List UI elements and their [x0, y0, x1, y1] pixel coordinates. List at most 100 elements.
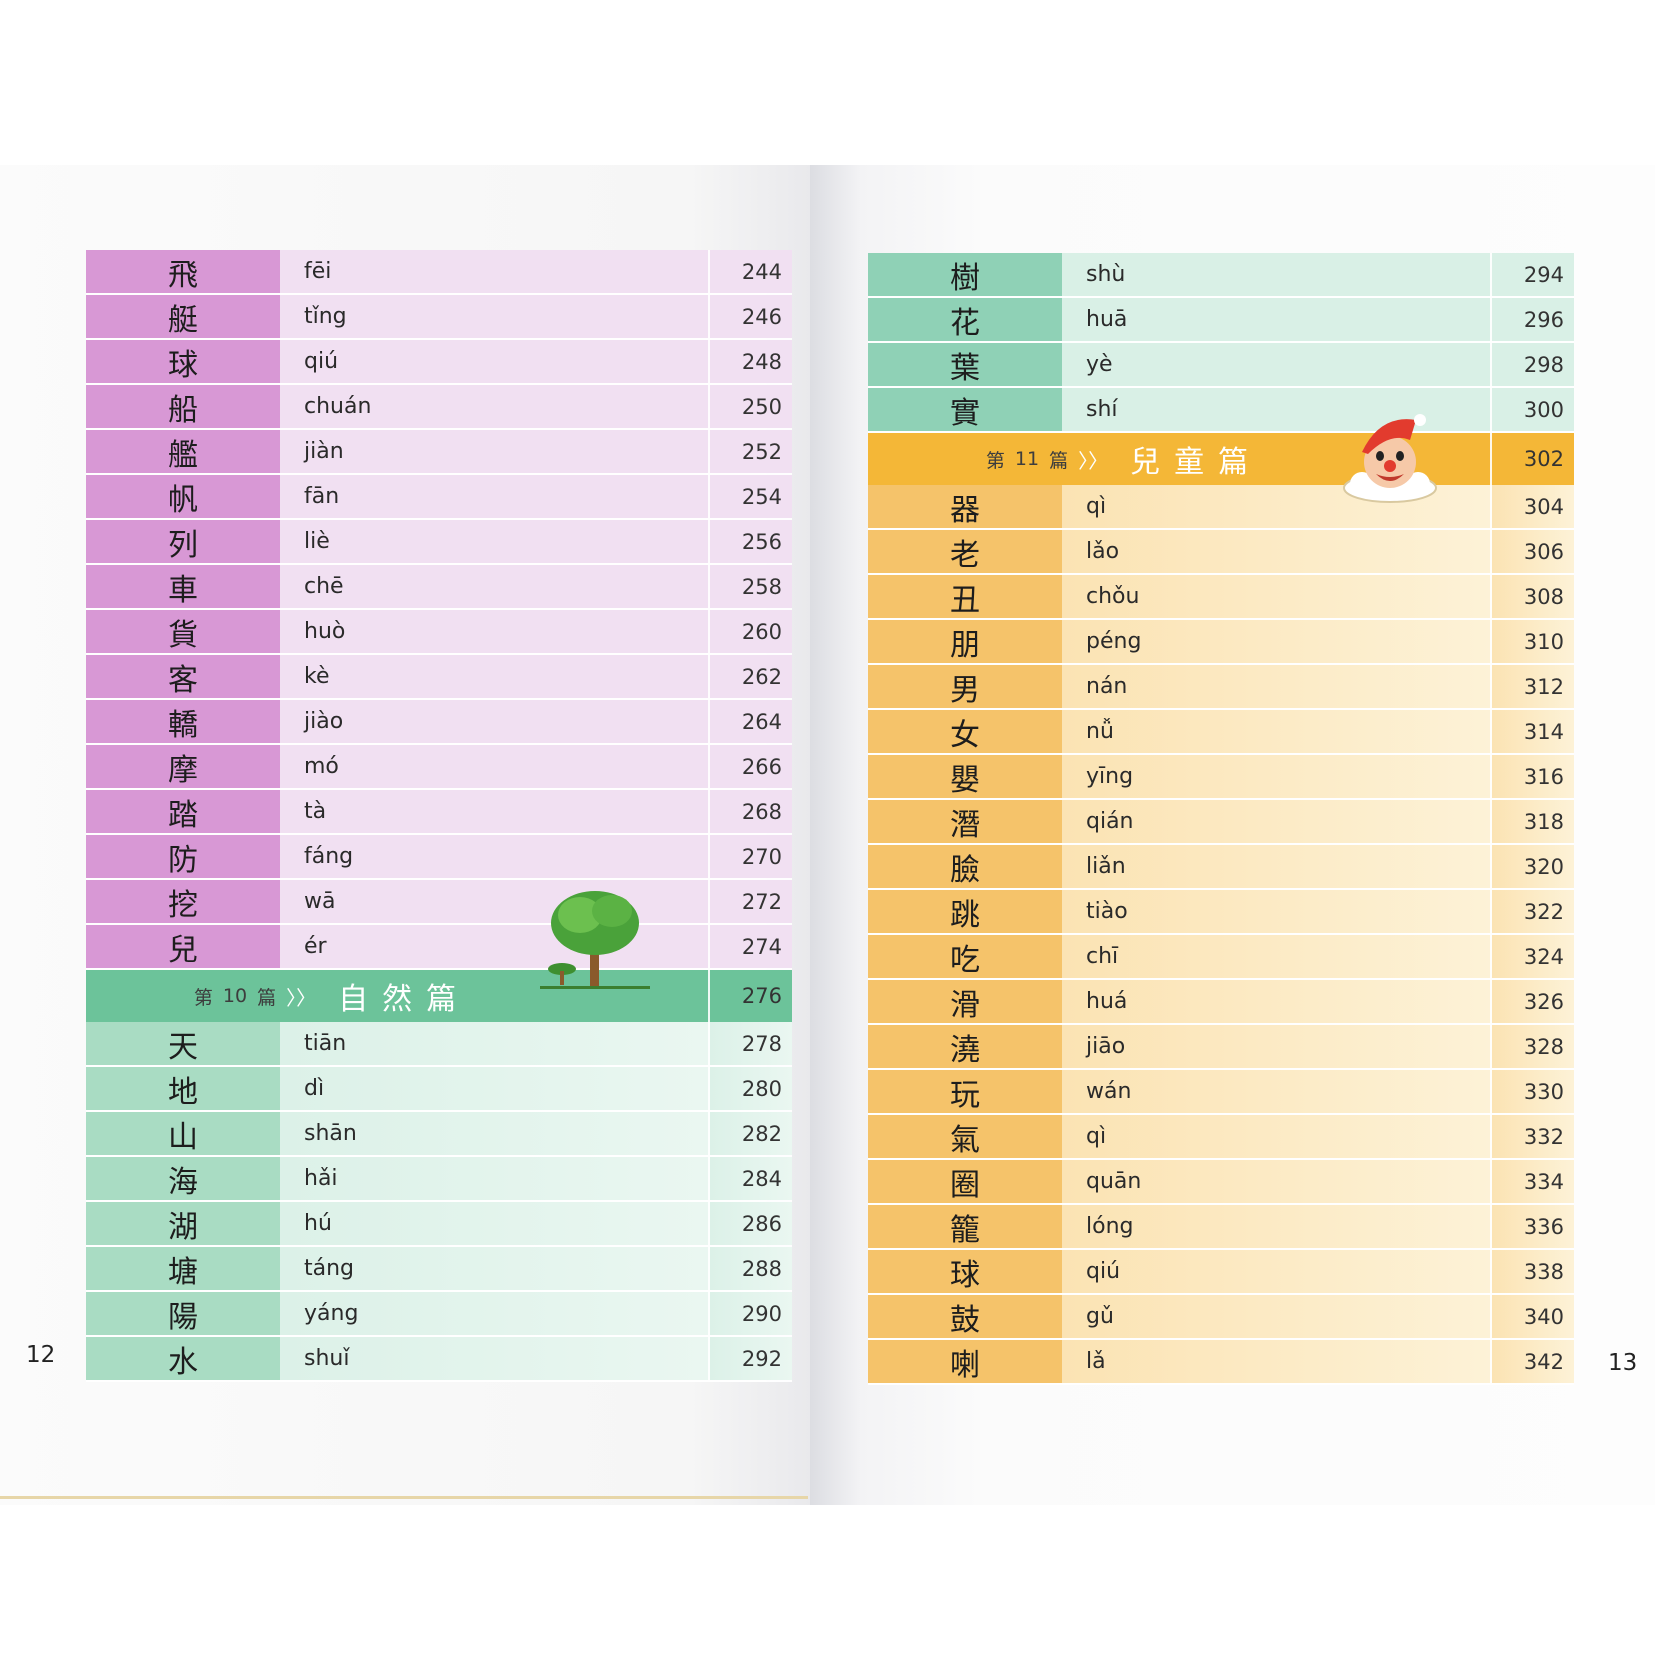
- entry-pinyin: liè: [280, 520, 708, 563]
- toc-row[interactable]: 艦 jiàn 252: [86, 430, 792, 475]
- toc-row[interactable]: 陽 yáng 290: [86, 1292, 792, 1337]
- row-divider: [86, 743, 792, 745]
- toc-row[interactable]: 兒 ér 274: [86, 925, 792, 970]
- toc-row[interactable]: 吃 chī 324: [868, 935, 1574, 980]
- row-divider: [86, 608, 792, 610]
- row-divider: [86, 1200, 792, 1202]
- entry-pinyin: lǎo: [1062, 530, 1490, 573]
- entry-page-number: 314: [1490, 710, 1574, 753]
- toc-row[interactable]: 臉 liǎn 320: [868, 845, 1574, 890]
- entry-pinyin: lóng: [1062, 1205, 1490, 1248]
- toc-row[interactable]: 艇 tǐng 246: [86, 295, 792, 340]
- toc-row[interactable]: 丑 chǒu 308: [868, 575, 1574, 620]
- entry-page-number: 332: [1490, 1115, 1574, 1158]
- toc-row[interactable]: 貨 huò 260: [86, 610, 792, 655]
- entry-page-number: 246: [708, 295, 792, 338]
- left-toc-table: 飛 fēi 244 艇 tǐng 246 球 qiú 248 船 chuán 250 艦 jiàn 252 帆…: [86, 250, 792, 1382]
- toc-row[interactable]: 跳 tiào 322: [868, 890, 1574, 935]
- toc-row[interactable]: 摩 mó 266: [86, 745, 792, 790]
- entry-page-number: 248: [708, 340, 792, 383]
- entry-character: 海: [86, 1157, 280, 1200]
- toc-row[interactable]: 嬰 yīng 316: [868, 755, 1574, 800]
- row-divider: [86, 653, 792, 655]
- toc-row[interactable]: 花 huā 296: [868, 298, 1574, 343]
- row-divider: [868, 753, 1574, 755]
- toc-row[interactable]: 滑 huá 326: [868, 980, 1574, 1025]
- toc-row[interactable]: 器 qì 304: [868, 485, 1574, 530]
- entry-page-number: 280: [708, 1067, 792, 1110]
- toc-row[interactable]: 海 hǎi 284: [86, 1157, 792, 1202]
- entry-character: 塘: [86, 1247, 280, 1290]
- row-divider: [868, 1023, 1574, 1025]
- toc-row[interactable]: 轎 jiào 264: [86, 700, 792, 745]
- entry-character: 艦: [86, 430, 280, 473]
- toc-row[interactable]: 球 qiú 338: [868, 1250, 1574, 1295]
- row-divider: [86, 1155, 792, 1157]
- entry-character: 球: [86, 340, 280, 383]
- toc-row[interactable]: 圈 quān 334: [868, 1160, 1574, 1205]
- toc-row[interactable]: 地 dì 280: [86, 1067, 792, 1112]
- toc-row[interactable]: 玩 wán 330: [868, 1070, 1574, 1115]
- section-bar-children[interactable]: 第 11 篇 〉〉 兒童篇 302: [868, 433, 1574, 485]
- entry-page-number: 336: [1490, 1205, 1574, 1248]
- toc-row[interactable]: 樹 shù 294: [868, 253, 1574, 298]
- row-divider: [86, 473, 792, 475]
- entry-page-number: 312: [1490, 665, 1574, 708]
- toc-row[interactable]: 氣 qì 332: [868, 1115, 1574, 1160]
- entry-character: 朋: [868, 620, 1062, 663]
- entry-page-number: 270: [708, 835, 792, 878]
- toc-row[interactable]: 老 lǎo 306: [868, 530, 1574, 575]
- toc-row[interactable]: 踏 tà 268: [86, 790, 792, 835]
- entry-character: 澆: [868, 1025, 1062, 1068]
- toc-row[interactable]: 天 tiān 278: [86, 1022, 792, 1067]
- section-bar-nature[interactable]: 第 10 篇 〉〉 自然篇 276: [86, 970, 792, 1022]
- teal-rows: 樹 shù 294 花 huā 296 葉 yè 298 實 shí 300: [868, 253, 1574, 433]
- entry-pinyin: huá: [1062, 980, 1490, 1023]
- entry-page-number: 324: [1490, 935, 1574, 978]
- row-divider: [868, 663, 1574, 665]
- entry-pinyin: yīng: [1062, 755, 1490, 798]
- row-divider: [868, 1203, 1574, 1205]
- toc-row[interactable]: 飛 fēi 244: [86, 250, 792, 295]
- entry-pinyin: huò: [280, 610, 708, 653]
- toc-row[interactable]: 船 chuán 250: [86, 385, 792, 430]
- toc-row[interactable]: 籠 lóng 336: [868, 1205, 1574, 1250]
- toc-row[interactable]: 男 nán 312: [868, 665, 1574, 710]
- toc-row[interactable]: 水 shuǐ 292: [86, 1337, 792, 1382]
- toc-row[interactable]: 潛 qián 318: [868, 800, 1574, 845]
- entry-page-number: 278: [708, 1022, 792, 1065]
- section-suffix: 篇: [257, 986, 277, 1009]
- entry-pinyin: dì: [280, 1067, 708, 1110]
- entry-character: 陽: [86, 1292, 280, 1335]
- toc-row[interactable]: 葉 yè 298: [868, 343, 1574, 388]
- entry-character: 挖: [86, 880, 280, 923]
- entry-character: 樹: [868, 253, 1062, 296]
- row-divider: [86, 563, 792, 565]
- toc-row[interactable]: 列 liè 256: [86, 520, 792, 565]
- toc-row[interactable]: 喇 lǎ 342: [868, 1340, 1574, 1385]
- toc-row[interactable]: 客 kè 262: [86, 655, 792, 700]
- row-divider: [868, 843, 1574, 845]
- toc-row[interactable]: 塘 táng 288: [86, 1247, 792, 1292]
- entry-page-number: 320: [1490, 845, 1574, 888]
- toc-row[interactable]: 山 shān 282: [86, 1112, 792, 1157]
- entry-pinyin: wán: [1062, 1070, 1490, 1113]
- toc-row[interactable]: 車 chē 258: [86, 565, 792, 610]
- toc-row[interactable]: 球 qiú 248: [86, 340, 792, 385]
- entry-pinyin: lǎ: [1062, 1340, 1490, 1383]
- row-divider: [868, 296, 1574, 298]
- entry-pinyin: hú: [280, 1202, 708, 1245]
- toc-row[interactable]: 湖 hú 286: [86, 1202, 792, 1247]
- entry-page-number: 330: [1490, 1070, 1574, 1113]
- toc-row[interactable]: 實 shí 300: [868, 388, 1574, 433]
- toc-row[interactable]: 鼓 gǔ 340: [868, 1295, 1574, 1340]
- entry-pinyin: gǔ: [1062, 1295, 1490, 1338]
- toc-row[interactable]: 防 fáng 270: [86, 835, 792, 880]
- toc-row[interactable]: 女 nǚ 314: [868, 710, 1574, 755]
- entry-page-number: 338: [1490, 1250, 1574, 1293]
- toc-row[interactable]: 帆 fān 254: [86, 475, 792, 520]
- toc-row[interactable]: 挖 wā 272: [86, 880, 792, 925]
- entry-page-number: 256: [708, 520, 792, 563]
- toc-row[interactable]: 澆 jiāo 328: [868, 1025, 1574, 1070]
- toc-row[interactable]: 朋 péng 310: [868, 620, 1574, 665]
